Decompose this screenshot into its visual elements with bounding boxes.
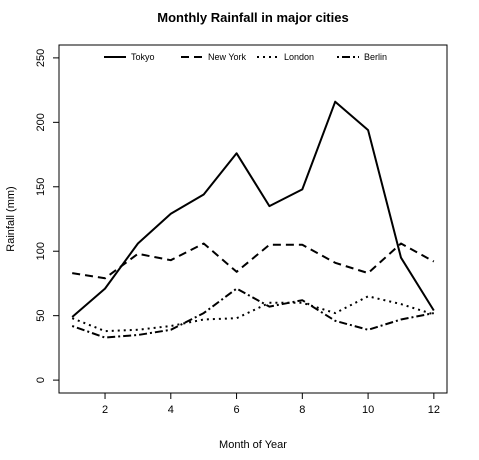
x-tick-label-12: 12 <box>428 404 440 416</box>
legend-label-new-york: New York <box>208 52 247 62</box>
chart-title: Monthly Rainfall in major cities <box>157 10 348 25</box>
y-tick-label-50: 50 <box>35 310 47 322</box>
y-tick-label-100: 100 <box>35 242 47 260</box>
y-tick-label-250: 250 <box>35 49 47 67</box>
legend: Tokyo New York London Berlin <box>104 52 387 62</box>
y-tick-label-200: 200 <box>35 113 47 131</box>
y-axis: 0 50 100 150 200 250 <box>35 49 59 383</box>
x-axis: 2 4 6 8 10 12 <box>102 393 440 416</box>
series-line-tokyo <box>71 100 435 318</box>
y-tick-label-0: 0 <box>35 377 47 383</box>
legend-label-tokyo: Tokyo <box>131 52 155 62</box>
x-tick-label-10: 10 <box>362 404 374 416</box>
series-line-london <box>71 295 435 333</box>
y-tick-label-150: 150 <box>35 178 47 196</box>
legend-label-london: London <box>284 52 314 62</box>
legend-label-berlin: Berlin <box>364 52 387 62</box>
x-tick-label-8: 8 <box>299 404 305 416</box>
series-line-berlin <box>71 287 434 339</box>
plot-box <box>58 44 448 394</box>
series-layer <box>71 100 435 339</box>
series-line-new-york <box>72 242 435 280</box>
x-tick-label-6: 6 <box>233 404 239 416</box>
x-axis-label: Month of Year <box>219 439 287 451</box>
y-axis-label: Rainfall (mm) <box>5 186 17 251</box>
x-tick-label-2: 2 <box>102 404 108 416</box>
x-tick-label-4: 4 <box>168 404 174 416</box>
